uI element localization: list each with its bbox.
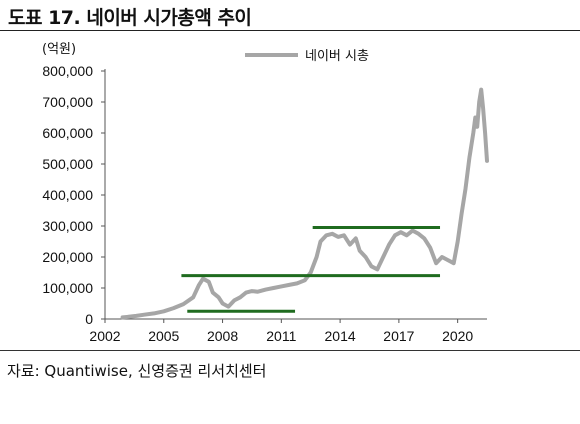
y-tick-label: 400,000 [42, 187, 93, 203]
data-point [152, 311, 156, 315]
data-point [162, 309, 166, 313]
y-tick-label: 200,000 [42, 249, 93, 265]
data-point [422, 236, 426, 240]
data-point [354, 236, 358, 240]
x-tick-label: 2008 [207, 328, 238, 344]
data-point [191, 295, 195, 299]
data-point [142, 313, 146, 317]
data-point [483, 131, 487, 135]
data-point [467, 156, 471, 160]
data-point [342, 233, 346, 237]
y-tick-label: 500,000 [42, 156, 93, 172]
chart-title: 도표 17. 네이버 시가총액 추이 [8, 7, 252, 29]
data-point [473, 115, 477, 120]
data-point [387, 243, 391, 247]
x-tick-label: 2005 [148, 328, 179, 344]
x-tick-label: 2020 [442, 328, 473, 344]
legend: 네이버 시총 [245, 49, 369, 64]
y-tick-label: 600,000 [42, 125, 93, 141]
data-point [315, 255, 319, 259]
data-point [197, 283, 201, 287]
x-tick-label: 2011 [266, 328, 296, 344]
data-point [481, 106, 485, 110]
annotation-layer [181, 226, 441, 313]
x-axis-ticks: 2002 2005 2008 2011 2014 2017 2020 [89, 319, 473, 344]
data-point [477, 100, 481, 104]
data-point [369, 264, 373, 268]
data-point [358, 249, 362, 253]
data-point [279, 284, 283, 288]
data-point [336, 235, 340, 239]
data-point [256, 290, 260, 294]
data-point [211, 291, 215, 295]
data-point [479, 88, 483, 92]
data-point [264, 288, 268, 292]
data-point [463, 187, 468, 191]
data-point [364, 255, 368, 259]
data-point [126, 315, 131, 319]
data-point [172, 306, 176, 310]
data-point [330, 232, 334, 236]
y-unit-label: (억원) [42, 42, 77, 57]
footer-divider [0, 350, 580, 351]
data-point [416, 232, 421, 236]
data-point [411, 229, 415, 233]
data-point [434, 261, 438, 265]
data-point [134, 314, 138, 318]
data-point [207, 280, 211, 284]
y-tick-label: 700,000 [42, 94, 93, 110]
data-point [440, 255, 444, 259]
data-point [446, 258, 450, 262]
y-tick-label: 300,000 [42, 218, 93, 234]
series-layer [120, 87, 489, 320]
data-point [226, 305, 230, 309]
data-point [250, 289, 254, 293]
data-point [348, 243, 352, 247]
y-axis-ticks: 0 100,000 200,000 300,000 400,000 500,000 600,… [42, 63, 105, 327]
legend-label: 네이버 시총 [305, 49, 369, 64]
axes [104, 69, 487, 320]
series-line-naver-market-cap [120, 87, 489, 320]
title-divider [0, 30, 580, 31]
data-point [232, 298, 236, 302]
data-point [471, 131, 475, 135]
data-point [271, 286, 276, 290]
data-point [475, 125, 479, 129]
data-point [318, 239, 323, 244]
x-tick-label: 2014 [325, 328, 356, 344]
y-tick-label: 0 [85, 311, 93, 327]
data-point [485, 159, 489, 163]
x-tick-label: 2002 [89, 328, 120, 344]
data-point [393, 233, 397, 237]
data-point [324, 233, 328, 237]
data-point [405, 233, 409, 237]
y-tick-label: 800,000 [42, 63, 93, 79]
data-point [428, 246, 432, 250]
data-point [295, 281, 299, 285]
data-point [399, 230, 403, 234]
data-point [244, 291, 248, 295]
x-tick-label: 2017 [383, 328, 414, 344]
data-point [452, 261, 456, 265]
data-point [460, 212, 464, 216]
data-point [375, 267, 379, 271]
data-point [217, 295, 221, 299]
data-point [287, 283, 291, 287]
data-point [303, 278, 307, 282]
data-point [456, 239, 460, 244]
data-point [201, 277, 205, 281]
data-point [181, 302, 185, 306]
y-tick-label: 100,000 [42, 280, 93, 296]
data-point [221, 301, 225, 306]
data-point [121, 315, 125, 319]
data-point [238, 295, 242, 299]
source-note: 자료: Quantiwise, 신영증권 리서치센터 [7, 362, 267, 380]
data-point [309, 270, 313, 275]
data-point [381, 255, 385, 259]
